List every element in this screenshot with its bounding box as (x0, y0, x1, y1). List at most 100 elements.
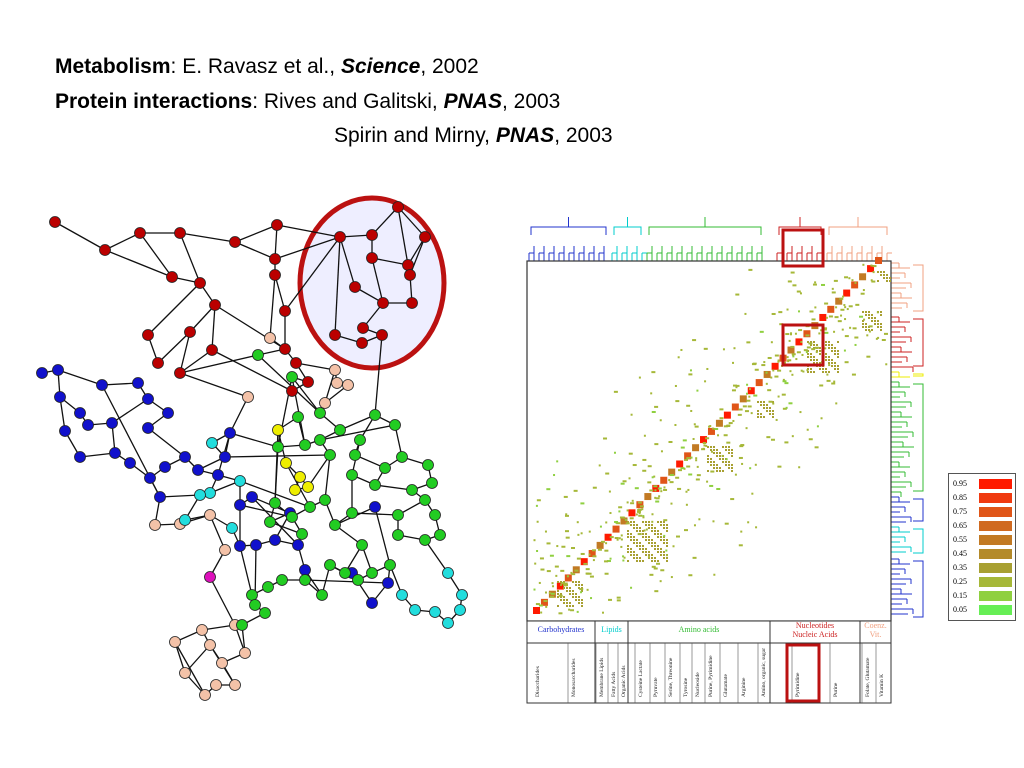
dendrogram-branch (828, 226, 888, 235)
block-cell (633, 524, 635, 526)
green-node (384, 559, 396, 571)
matrix-cell (613, 390, 618, 393)
matrix-cell (775, 418, 778, 421)
block-cell (666, 530, 668, 532)
matrix-cell (655, 500, 660, 503)
green-node (259, 607, 271, 619)
matrix-cell (781, 393, 786, 396)
block-cell (663, 554, 665, 556)
matrix-cell (649, 489, 654, 492)
block-cell (645, 524, 647, 526)
matrix-cell (755, 526, 758, 529)
matrix-cell (744, 312, 747, 315)
block-cell (810, 353, 812, 355)
block-cell (627, 530, 629, 532)
matrix-cell (695, 457, 698, 460)
matrix-cell (800, 369, 803, 372)
matrix-cell (844, 361, 849, 364)
block-cell (578, 581, 580, 583)
matrix-cell (740, 444, 745, 447)
matrix-cell (814, 346, 819, 349)
block-cell (880, 274, 882, 276)
subcategory-label: Purine (833, 682, 839, 697)
matrix-cell (863, 318, 866, 321)
legend-swatch (979, 591, 1012, 601)
block-cell (731, 467, 733, 469)
block-cell (707, 470, 709, 472)
blue-node (154, 491, 166, 503)
block-cell (862, 311, 864, 313)
matrix-cell (647, 481, 652, 484)
citation-authors: : E. Ravasz et al., (170, 55, 341, 78)
network-edge (179, 349, 213, 374)
matrix-cell (663, 488, 668, 491)
blue-node (269, 534, 281, 546)
block-cell (630, 554, 632, 556)
block-cell (828, 347, 830, 349)
block-cell (722, 458, 724, 460)
network-edge (139, 232, 173, 278)
diagonal-cell (668, 468, 676, 476)
block-cell (636, 554, 638, 556)
matrix-cell (777, 360, 780, 363)
matrix-cell (748, 268, 753, 271)
category-label: Amino acids (679, 625, 720, 634)
block-cell (877, 320, 879, 322)
matrix-cell (604, 560, 609, 563)
matrix-cell (658, 495, 661, 498)
citation-protein-interactions-2: Spirin and Mirny, PNAS, 2003 (334, 122, 613, 150)
green-node (292, 411, 304, 423)
matrix-cell (851, 373, 856, 376)
network-edge (57, 369, 103, 386)
diagonal-cell (723, 411, 731, 419)
block-cell (707, 461, 709, 463)
red-node (194, 277, 206, 289)
matrix-cell (694, 425, 699, 428)
matrix-cell (744, 410, 749, 413)
matrix-cell (732, 384, 737, 387)
matrix-cell (659, 419, 662, 422)
matrix-cell (591, 549, 596, 552)
category-label: Carbohydrates (538, 625, 585, 634)
matrix-cell (840, 314, 843, 317)
matrix-cell (790, 332, 793, 335)
matrix-cell (705, 444, 708, 447)
block-cell (834, 353, 836, 355)
network-edge (174, 641, 206, 696)
matrix-cell (693, 524, 696, 527)
block-cell (581, 587, 583, 589)
matrix-cell (703, 444, 706, 447)
matrix-cell (748, 388, 751, 391)
matrix-cell (560, 569, 565, 572)
green-node (269, 497, 281, 509)
block-cell (645, 539, 647, 541)
network-edge (211, 304, 216, 351)
matrix-cell (642, 515, 645, 518)
red-node (290, 357, 302, 369)
block-cell (651, 530, 653, 532)
matrix-cell (625, 522, 630, 525)
citation-authors: Spirin and Mirny, (334, 124, 496, 147)
matrix-cell (866, 334, 869, 337)
matrix-cell (789, 333, 792, 336)
diagonal-cell (556, 582, 564, 590)
peach-node (204, 639, 216, 651)
block-cell (572, 605, 574, 607)
matrix-cell (692, 339, 697, 342)
legend-label: 0.05 (953, 605, 967, 614)
block-cell (757, 416, 759, 418)
block-cell (572, 590, 574, 592)
block-cell (630, 533, 632, 535)
red-node (392, 201, 404, 213)
diagonal-cell (707, 427, 715, 435)
matrix-cell (740, 530, 743, 533)
matrix-cell (536, 550, 539, 553)
matrix-cell (566, 575, 569, 578)
matrix-cell (831, 291, 836, 294)
matrix-cell (824, 302, 829, 305)
block-cell (630, 548, 632, 550)
matrix-cell (706, 480, 709, 483)
block-cell (636, 560, 638, 562)
matrix-cell (654, 496, 657, 499)
matrix-cell (706, 367, 709, 370)
